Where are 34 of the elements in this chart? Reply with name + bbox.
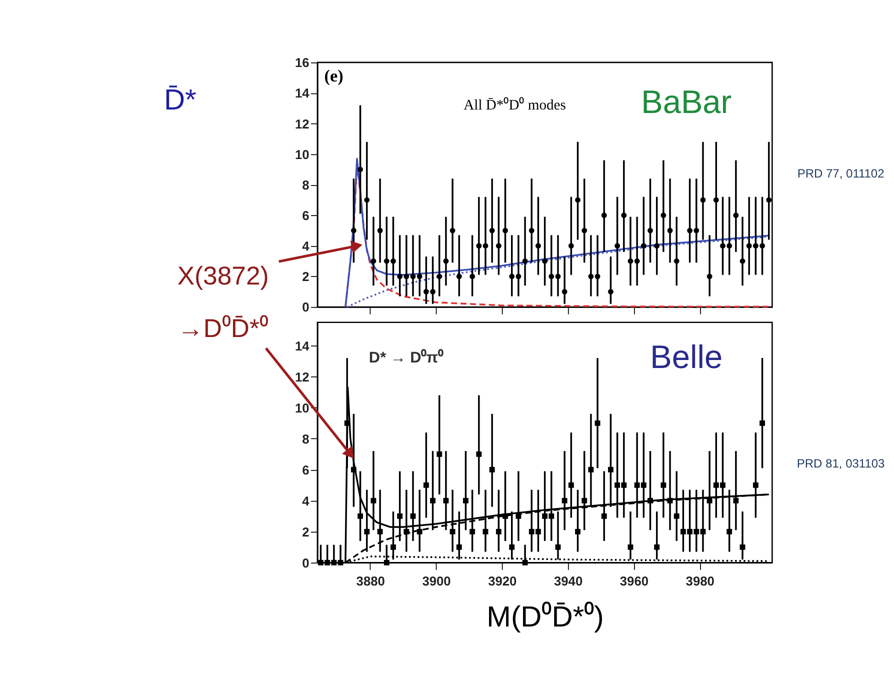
y-tick-label: 2 bbox=[302, 524, 310, 540]
y-tick-label: 0 bbox=[302, 555, 310, 570]
y-tick-label: 6 bbox=[302, 462, 310, 478]
y-tick-label: 8 bbox=[302, 177, 310, 192]
x-tick-label: 3880 bbox=[356, 573, 385, 588]
y-tick-label: 14 bbox=[294, 86, 310, 101]
annotation: D* → D⁰π⁰ bbox=[368, 348, 444, 367]
y-tick-label: 10 bbox=[294, 400, 310, 416]
annotation: →D⁰D̄*⁰ bbox=[178, 314, 269, 343]
annotation: Belle bbox=[650, 338, 723, 375]
text: PRD 77, 011102 bbox=[797, 166, 885, 180]
text: PRD 81, 031103 bbox=[796, 456, 886, 470]
annotation: All D̄*⁰D⁰ modes bbox=[464, 96, 566, 114]
y-tick-label: 12 bbox=[294, 116, 310, 132]
y-tick-label: 14 bbox=[294, 338, 310, 354]
y-tick-label: 6 bbox=[302, 208, 310, 223]
x-tick-label: 3960 bbox=[620, 573, 649, 588]
y-tick-label: 8 bbox=[302, 431, 310, 446]
annotation: BaBar bbox=[641, 83, 732, 120]
x-tick-label: 3900 bbox=[422, 573, 451, 588]
y-tick-label: 4 bbox=[302, 238, 310, 254]
y-tick-label: 0 bbox=[302, 300, 310, 315]
y-tick-label: 12 bbox=[294, 369, 310, 384]
text: D̄* bbox=[164, 84, 196, 117]
y-tick-label: 10 bbox=[294, 146, 310, 162]
annotation: X(3872) bbox=[177, 262, 269, 291]
annotation: (e) bbox=[324, 66, 344, 86]
x-tick-label: 3940 bbox=[554, 573, 583, 588]
y-tick-label: 16 bbox=[294, 55, 310, 70]
x-axis-title: M(D⁰D̄*⁰) bbox=[486, 602, 604, 634]
x-tick-label: 3920 bbox=[488, 573, 517, 588]
y-tick-label: 2 bbox=[302, 269, 310, 284]
x-tick-label: 3980 bbox=[686, 573, 714, 588]
y-tick-label: 4 bbox=[302, 493, 310, 508]
